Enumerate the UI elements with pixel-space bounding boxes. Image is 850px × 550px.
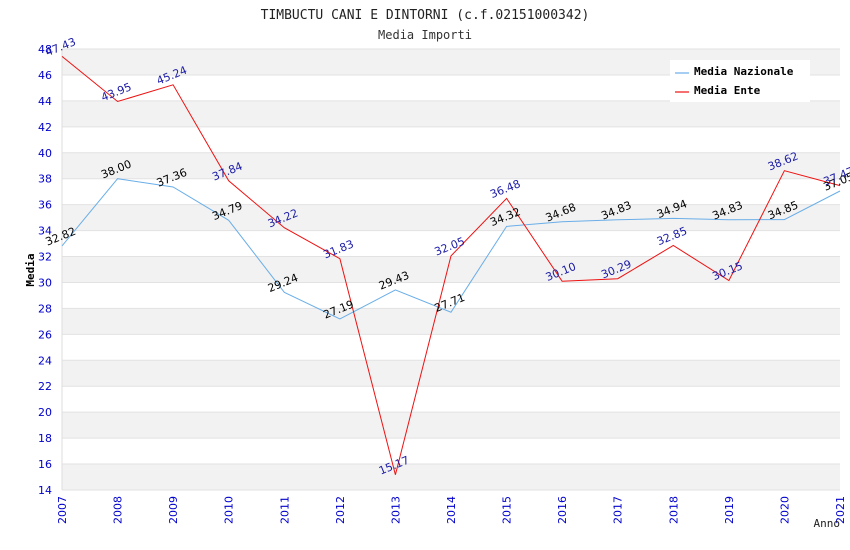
legend-label-nazionale: Media Nazionale	[694, 65, 794, 78]
data-label-ente: 36.48	[488, 177, 522, 201]
y-tick-label: 36	[38, 199, 52, 212]
plot-background-bands	[62, 49, 840, 490]
series-line-ente	[61, 56, 841, 475]
x-tick-label: 2016	[556, 496, 569, 524]
chart-subtitle: Media Importi	[378, 28, 472, 42]
x-tick-label: 2012	[334, 496, 347, 524]
y-tick-label: 30	[38, 276, 52, 289]
y-tick-label: 40	[38, 147, 52, 160]
plot-band	[62, 100, 840, 127]
data-label-ente: 32.05	[433, 235, 467, 259]
y-tick-label: 48	[38, 43, 52, 56]
legend-label-ente: Media Ente	[694, 84, 761, 97]
chart-title: TIMBUCTU CANI E DINTORNI (c.f.0215100034…	[261, 8, 590, 23]
x-tick-label: 2009	[167, 496, 180, 524]
x-tick-label: 2020	[778, 496, 791, 524]
y-tick-label: 46	[38, 69, 52, 82]
plot-band	[62, 152, 840, 179]
plot-band	[62, 256, 840, 283]
x-tick-label: 2015	[501, 496, 514, 524]
y-tick-label: 20	[38, 406, 52, 419]
x-tick-label: 2013	[389, 496, 402, 524]
x-tick-label: 2018	[667, 496, 680, 524]
x-tick-label: 2014	[445, 496, 458, 524]
x-tick-label: 2021	[834, 496, 847, 524]
y-tick-label: 14	[38, 484, 52, 497]
y-tick-label: 38	[38, 173, 52, 186]
x-tick-label: 2007	[56, 496, 69, 524]
x-axis-ticks: 2007 2008 2009 2010 2011 2012 2013 2014 2015 2016…	[56, 496, 847, 524]
y-tick-label: 16	[38, 458, 52, 471]
plot-band	[62, 464, 840, 490]
y-tick-label: 34	[38, 225, 52, 238]
y-tick-label: 44	[38, 95, 52, 108]
x-tick-label: 2017	[612, 496, 625, 524]
x-tick-label: 2008	[112, 496, 125, 524]
x-tick-label: 2010	[223, 496, 236, 524]
plot-band	[62, 204, 840, 231]
series-line-nazionale	[61, 178, 841, 320]
x-axis-label: Anno	[814, 517, 841, 530]
y-tick-label: 28	[38, 302, 52, 315]
y-tick-label: 18	[38, 432, 52, 445]
legend-box	[670, 60, 810, 102]
x-tick-label: 2011	[278, 496, 291, 524]
x-tick-label: 2019	[723, 496, 736, 524]
legend: Media Nazionale Media Ente	[670, 60, 810, 102]
plot-band	[62, 412, 840, 439]
y-tick-label: 32	[38, 251, 52, 264]
y-axis-label: Media	[24, 253, 37, 286]
y-axis-ticks: 14 16 18 20 22 24 26 28 30 32 34 36 38 40 42 44 46 48	[38, 43, 52, 497]
y-tick-label: 22	[38, 380, 52, 393]
y-tick-label: 24	[38, 354, 52, 367]
y-tick-label: 26	[38, 328, 52, 341]
plot-band	[62, 360, 840, 387]
y-tick-label: 42	[38, 121, 52, 134]
series-lines	[61, 56, 841, 475]
gridlines	[61, 48, 840, 491]
